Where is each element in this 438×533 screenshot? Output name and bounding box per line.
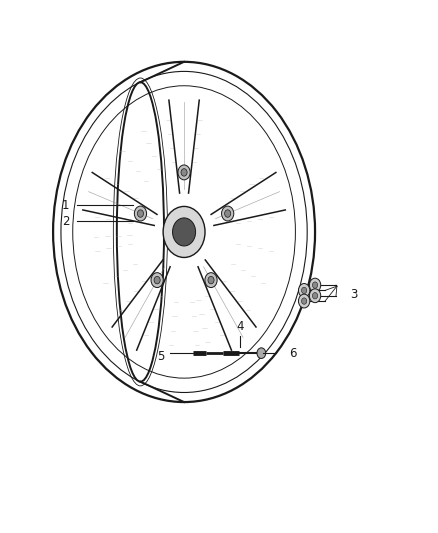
Circle shape [154, 277, 160, 284]
Text: 6: 6 [289, 346, 297, 360]
Circle shape [225, 210, 231, 217]
Circle shape [151, 273, 163, 288]
Circle shape [309, 289, 321, 303]
Circle shape [312, 282, 318, 288]
Circle shape [222, 206, 234, 221]
Text: 1: 1 [62, 199, 69, 212]
Circle shape [173, 218, 196, 246]
Circle shape [178, 165, 190, 180]
Circle shape [163, 206, 205, 257]
Circle shape [138, 210, 144, 217]
Circle shape [301, 298, 307, 304]
Circle shape [134, 206, 147, 221]
Circle shape [298, 294, 310, 308]
Circle shape [257, 348, 266, 359]
Circle shape [205, 273, 217, 288]
Circle shape [208, 277, 214, 284]
Text: 5: 5 [157, 350, 164, 364]
Circle shape [312, 293, 318, 299]
Text: 4: 4 [236, 320, 244, 333]
Text: 2: 2 [62, 215, 69, 228]
Circle shape [301, 287, 307, 294]
Circle shape [298, 284, 310, 297]
Circle shape [181, 168, 187, 176]
Text: 3: 3 [350, 288, 357, 301]
Circle shape [309, 278, 321, 292]
